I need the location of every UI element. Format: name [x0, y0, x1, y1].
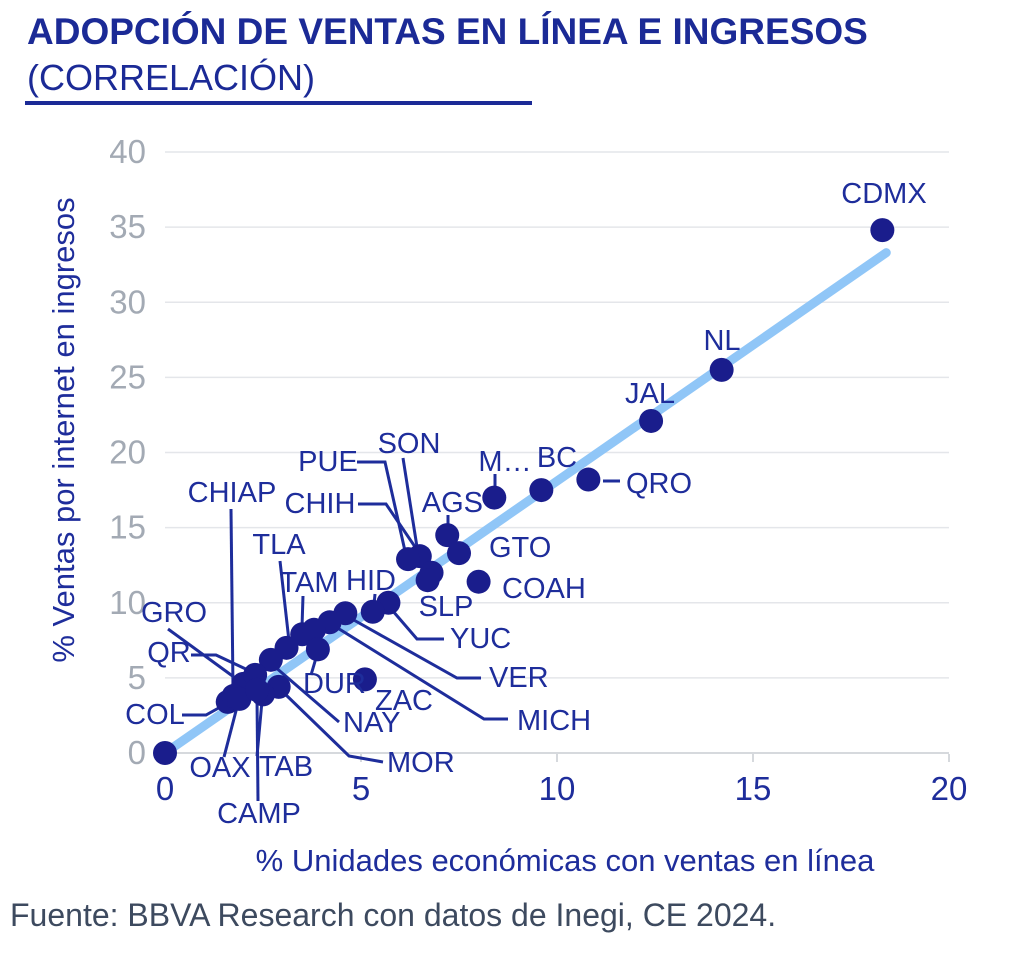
title-line-1: ADOPCIÓN DE VENTAS EN LÍNEA E INGRESOS: [27, 11, 868, 52]
y-tick-label: 20: [109, 434, 146, 471]
leader-line: [390, 609, 444, 641]
point-label: COL: [125, 699, 185, 731]
y-tick-label: 5: [128, 659, 146, 696]
point-label: YUC: [450, 623, 511, 655]
data-point: [352, 667, 377, 692]
data-point: [396, 547, 421, 572]
point-label: NL: [703, 325, 740, 357]
data-point: [301, 617, 326, 642]
point-label: GRO: [141, 597, 207, 629]
leader-line: [255, 696, 260, 802]
leader-line: [191, 653, 251, 673]
leader-line: [358, 502, 430, 567]
page-title: ADOPCIÓN DE VENTAS EN LÍNEA E INGRESOS (…: [27, 10, 997, 100]
point-label: TAM: [279, 567, 338, 599]
data-point: [360, 599, 385, 624]
title-line-2: (CORRELACIÓN): [27, 57, 316, 99]
point-label: ZAC: [375, 685, 433, 717]
point-label: TLA: [252, 529, 306, 561]
x-tick-label: 20: [931, 770, 968, 807]
leader-line: [351, 617, 481, 680]
point-label: COAH: [502, 573, 586, 605]
point-label: CDMX: [841, 178, 926, 210]
x-tick-label: 5: [352, 770, 370, 807]
leader-line: [273, 664, 340, 724]
leader-line: [278, 560, 291, 642]
point-label: CAMP: [217, 798, 301, 830]
leader-line: [222, 706, 239, 758]
leader-line: [229, 508, 235, 690]
point-label: DUR: [303, 668, 366, 700]
y-tick-label: 40: [109, 133, 146, 170]
x-axis-title: % Unidades económicas con ventas en líne…: [256, 843, 875, 878]
y-tick-label: 30: [109, 283, 146, 320]
data-point: [305, 637, 330, 662]
data-point: [870, 218, 895, 243]
data-point: [153, 741, 177, 765]
x-tick-label: 0: [156, 770, 174, 807]
source-text: Fuente: BBVA Research con datos de Inegi…: [10, 897, 777, 933]
leader-line: [401, 457, 419, 548]
point-label: HID: [346, 565, 396, 597]
data-point: [529, 478, 554, 503]
point-label: MICH: [517, 705, 591, 737]
y-tick-label: 0: [128, 734, 146, 771]
point-label: GTO: [489, 532, 551, 564]
point-label: CHIAP: [188, 477, 277, 509]
point-label: PUE: [298, 446, 358, 478]
data-point: [258, 647, 283, 672]
trend-line: [160, 248, 891, 758]
x-tick-label: 10: [539, 770, 576, 807]
leader-line: [357, 460, 407, 552]
data-point: [415, 568, 440, 593]
data-points: [153, 218, 895, 765]
trend-line-group: [160, 248, 891, 758]
data-point: [709, 357, 734, 382]
axes: 0 5 10 15 20 25 30 35 40 0 5 10 15 20: [109, 133, 967, 807]
point-label: SON: [378, 428, 441, 460]
data-point: [576, 467, 601, 492]
point-label: CHIH: [285, 488, 356, 520]
y-tick-label: 10: [109, 584, 146, 621]
point-label: VER: [489, 662, 549, 694]
point-label: AGS: [422, 487, 483, 519]
point-label: TAB: [259, 751, 313, 783]
point-label: NAY: [343, 707, 400, 739]
data-point: [466, 569, 491, 594]
data-point: [435, 523, 460, 548]
y-axis-title: % Ventas por internet en ingresos: [46, 197, 81, 662]
leader-line: [300, 595, 305, 628]
x-tick-label: 15: [735, 770, 772, 807]
point-label: M…: [478, 446, 531, 478]
point-label: BC: [537, 442, 577, 474]
leader-line: [335, 625, 508, 721]
data-point: [447, 541, 471, 566]
data-point: [639, 408, 664, 433]
data-point: [227, 686, 252, 711]
point-label: OAX: [189, 752, 250, 784]
leader-lines: [167, 457, 620, 802]
point-label: QRO: [626, 468, 692, 500]
y-tick-label: 25: [109, 358, 146, 395]
y-tick-label: 15: [109, 509, 146, 546]
point-label: MOR: [387, 747, 455, 779]
data-point: [245, 677, 270, 702]
y-tick-label: 35: [109, 208, 146, 245]
data-point: [482, 485, 507, 510]
leader-line: [282, 691, 384, 764]
title-underline: [25, 101, 532, 105]
point-label: QR: [147, 637, 191, 669]
point-label: SLP: [419, 591, 474, 623]
point-label: JAL: [625, 378, 675, 410]
